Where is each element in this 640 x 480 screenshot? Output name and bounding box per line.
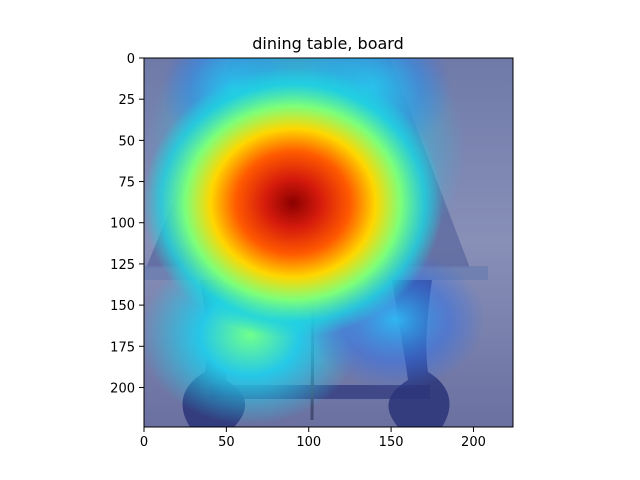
y-tick-label: 200	[110, 381, 135, 396]
y-tick-label: 50	[118, 134, 135, 149]
x-axis: 0 50 100 150 200	[140, 427, 486, 450]
x-tick-label: 50	[218, 435, 235, 450]
y-tick-label: 100	[110, 217, 135, 232]
y-tick-label: 125	[110, 258, 135, 273]
x-tick-label: 200	[461, 435, 486, 450]
y-tick-label: 175	[110, 340, 135, 355]
chart-title: dining table, board	[252, 34, 403, 53]
y-tick-label: 75	[118, 176, 135, 191]
y-tick-label: 25	[118, 93, 135, 108]
y-tick-label: 0	[127, 52, 135, 67]
heat-peak	[144, 68, 443, 338]
x-tick-label: 100	[296, 435, 321, 450]
x-tick-label: 0	[140, 435, 148, 450]
y-tick-label: 150	[110, 299, 135, 314]
x-tick-label: 150	[379, 435, 404, 450]
heatmap-overlay	[144, 58, 513, 427]
axes-frame	[143, 57, 514, 428]
y-axis: 0 25 50 75 100 125 150 175 200	[110, 52, 144, 396]
